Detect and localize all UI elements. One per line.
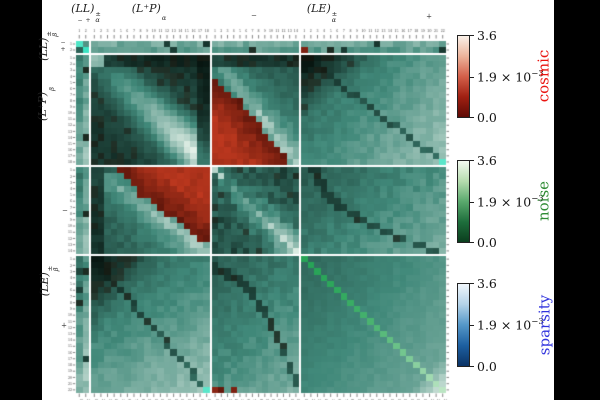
- colorbar-tick-mark: [470, 201, 474, 203]
- label-sub: β: [47, 87, 56, 91]
- col-sign-ll-plus: +: [85, 17, 91, 24]
- label-sub: α: [95, 15, 100, 24]
- label-supsub: ± α: [95, 10, 101, 24]
- label-sub: α: [331, 15, 337, 24]
- colorbar-tick-mark: [470, 35, 474, 36]
- colorbar-title-sparsity: sparsity: [535, 294, 554, 356]
- colorbar-tick-min: 0.0: [477, 358, 497, 374]
- row-sign-le-minus: −: [62, 206, 68, 215]
- label-sup: ±: [331, 10, 338, 18]
- tick-mid-base: 1.9 × 10: [477, 317, 532, 333]
- row-group-label-ll: (LL) ± β: [37, 31, 59, 61]
- label-text: (LE): [306, 2, 331, 15]
- label-sub: β: [50, 32, 59, 37]
- colorbar-tick-mark: [470, 76, 474, 78]
- colorbar-tick-mark: [470, 242, 474, 243]
- colorbar-tick-mark: [470, 160, 474, 161]
- right-black-bar: [554, 0, 600, 400]
- left-black-bar: [0, 0, 42, 400]
- col-sign-le-plus: +: [426, 12, 432, 21]
- covariance-heatmap: [56, 22, 456, 400]
- label-text: (LE): [38, 272, 51, 297]
- colorbar-tick-max: 3.6: [477, 275, 497, 291]
- tick-mid-exponent: −3: [531, 193, 544, 204]
- colorbar-cosmic: 3.6 1.9 × 10−3 0.0: [457, 29, 544, 123]
- row-sign-ll-minus: −: [60, 39, 66, 46]
- label-text: (LL): [37, 37, 50, 61]
- row-sign-le-plus: +: [61, 321, 67, 330]
- colorbar-tick-max: 3.6: [477, 152, 497, 168]
- colorbar-gradient: [457, 283, 470, 367]
- colorbar-sparsity: 3.6 1.9 × 10−3 0.0: [457, 277, 544, 372]
- colorbar-gradient: [457, 35, 470, 118]
- colorbar-tick-mark: [470, 117, 474, 118]
- colorbar-tick-min: 0.0: [477, 109, 497, 125]
- colorbar-noise: 3.6 1.9 × 10−3 0.0: [457, 154, 544, 248]
- colorbar-tick-mark: [470, 366, 474, 367]
- colorbar-tick-mark: [470, 325, 474, 326]
- col-group-label-le: (LE) ± α: [307, 3, 337, 23]
- label-text: (LL): [71, 2, 95, 15]
- colorbar-tick-mid: 1.9 × 10−3: [477, 318, 544, 332]
- colorbar-tick-min: 0.0: [477, 234, 497, 250]
- label-supsub: ± β: [45, 31, 59, 37]
- row-sign-ll-plus: +: [60, 46, 66, 53]
- colorbar-tick-max: 3.6: [477, 27, 497, 43]
- row-group-label-lp: (L⁺P) β: [35, 87, 56, 121]
- colorbar-title-noise: noise: [534, 180, 553, 222]
- tick-mid-base: 1.9 × 10: [477, 193, 532, 209]
- label-supsub: ± α: [331, 10, 338, 24]
- label-sub: α: [161, 14, 167, 22]
- col-sign-ll-minus: −: [77, 17, 83, 24]
- label-supsub: α: [162, 11, 166, 22]
- label-sup: ±: [95, 10, 101, 18]
- col-group-label-lp: (L⁺P) α: [132, 3, 167, 22]
- col-group-label-ll: (LL) ± α: [71, 3, 101, 23]
- label-sub: β: [51, 267, 60, 272]
- colorbar-tick-mid: 1.9 × 10−3: [477, 68, 544, 84]
- colorbar-tick-mid: 1.9 × 10−3: [477, 193, 544, 209]
- label-text: (L⁺P): [35, 91, 49, 121]
- col-sign-le-minus: −: [251, 11, 257, 20]
- tick-mid-exponent: −3: [531, 317, 544, 328]
- row-group-label-le: (LE) ± β: [38, 266, 60, 297]
- label-supsub: ± β: [46, 266, 60, 272]
- colorbar-title-cosmic: cosmic: [534, 49, 553, 103]
- colorbar-gradient: [457, 160, 470, 243]
- label-supsub: β: [44, 87, 56, 91]
- tick-mid-base: 1.9 × 10: [477, 68, 532, 84]
- tick-mid-exponent: −3: [531, 68, 544, 79]
- colorbar-tick-mark: [470, 283, 474, 284]
- label-text: (L⁺P): [131, 2, 161, 15]
